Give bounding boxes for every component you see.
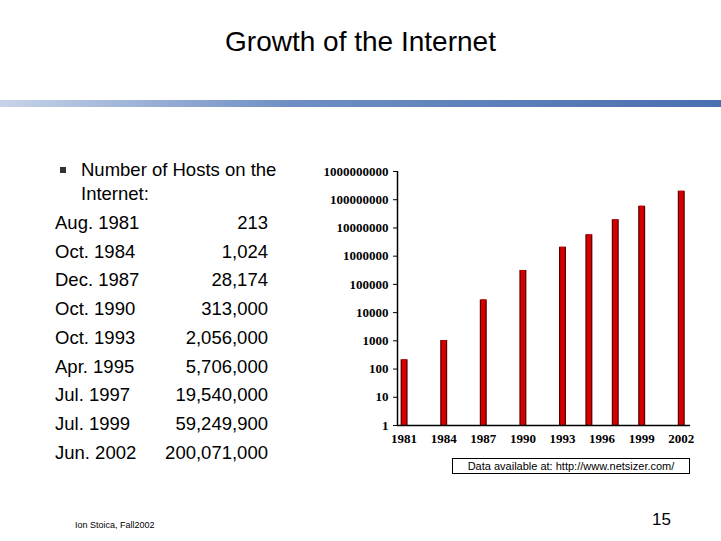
svg-text:1: 1: [382, 418, 389, 433]
svg-text:100000: 100000: [350, 277, 389, 292]
html-text:213: 213: [237, 212, 268, 233]
html-text:Number of Hosts on the Interne: Number of Hosts on the Internet:: [81, 159, 277, 204]
html-text:19,540,000: 19,540,000: [175, 384, 268, 406]
svg-text:1984: 1984: [431, 431, 458, 446]
svg-text:2002: 2002: [668, 431, 694, 446]
html-text:Apr. 1995: Apr. 1995: [55, 355, 135, 377]
svg-text:10000000: 10000000: [337, 220, 389, 235]
html-text:Jul. 1997: Jul. 1997: [55, 384, 131, 406]
svg-text:10: 10: [376, 389, 389, 404]
html-text:15: 15: [652, 510, 671, 529]
svg-text:1999: 1999: [629, 431, 656, 446]
html-text:Oct. 1990: Oct. 1990: [55, 298, 136, 320]
svg-text:1996: 1996: [589, 431, 616, 446]
svg-text:1000: 1000: [363, 333, 389, 348]
html-text:Growth of the Internet: Growth of the Internet: [225, 26, 496, 57]
html-text:Oct. 1993: Oct. 1993: [55, 326, 136, 348]
html-text:Ion Stoica, Fall2002: Ion Stoica, Fall2002: [75, 520, 155, 530]
html-text:Jul. 1999: Jul. 1999: [55, 412, 131, 434]
html-text:Dec. 1987: Dec. 1987: [55, 269, 140, 291]
svg-text:100000000: 100000000: [330, 192, 389, 207]
svg-text:1993: 1993: [549, 431, 576, 446]
html-text:5,706,000: 5,706,000: [185, 355, 268, 377]
html-text:2,056,000: 2,056,000: [185, 326, 268, 348]
svg-text:1000000000: 1000000000: [324, 164, 389, 179]
html-text:200,071,000: 200,071,000: [165, 441, 268, 463]
svg-text:1981: 1981: [391, 431, 417, 446]
svg-text:10000: 10000: [356, 305, 389, 320]
html-text:Oct. 1984: Oct. 1984: [55, 240, 136, 262]
html-text:28,174: 28,174: [211, 269, 268, 291]
html-text:Data available at: http://www.: Data available at: http://www.netsizer.c…: [467, 460, 675, 472]
svg-text:100: 100: [369, 361, 389, 376]
svg-text:1990: 1990: [510, 431, 536, 446]
html-text:Jun. 2002: Jun. 2002: [55, 441, 137, 463]
html-text:59,249,900: 59,249,900: [175, 412, 268, 434]
svg-text:1000000: 1000000: [343, 248, 389, 263]
html-text:Aug. 1981: Aug. 1981: [55, 212, 140, 233]
html-text:313,000: 313,000: [201, 298, 268, 320]
svg-text:1987: 1987: [470, 431, 497, 446]
html-text:1,024: 1,024: [221, 240, 268, 262]
